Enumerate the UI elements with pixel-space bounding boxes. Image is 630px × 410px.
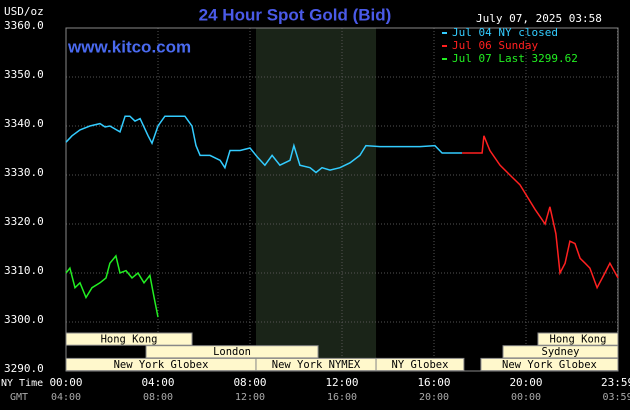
y-tick-label: 3320.0	[4, 215, 44, 228]
session-label: London	[213, 346, 251, 358]
x-secondary-label: 04:00	[51, 392, 81, 403]
session-box	[537, 332, 619, 346]
y-tick-label: 3310.0	[4, 264, 44, 277]
legend-label: Jul 04 NY closed	[452, 26, 558, 39]
y-unit: USD/oz	[4, 5, 44, 18]
x-tick-label: 16:00	[417, 376, 450, 389]
watermark: www.kitco.com	[67, 37, 191, 56]
session-label: New York Globex	[114, 359, 209, 371]
y-tick-label: 3350.0	[4, 68, 44, 81]
timestamp: July 07, 2025 03:58	[476, 12, 602, 25]
series-line	[65, 115, 463, 174]
session-label: Hong Kong	[550, 334, 607, 346]
session-label: Sydney	[542, 346, 580, 358]
y-tick-label: 3340.0	[4, 117, 44, 130]
x-secondary-label: 08:00	[143, 392, 173, 403]
x-secondary-label: 16:00	[327, 392, 357, 403]
x-tick-label: 00:00	[49, 376, 82, 389]
x-secondary-label: 20:00	[419, 392, 449, 403]
series-line	[462, 135, 619, 290]
session-label: NY Globex	[392, 359, 449, 371]
x-secondary-label: 12:00	[235, 392, 265, 403]
x-secondary-label: 03:59	[602, 392, 630, 403]
y-tick-label: 3290.0	[4, 362, 44, 375]
legend-label: Jul 07 Last 3299.62	[452, 52, 578, 65]
x-axis-label: NY Time	[1, 378, 43, 389]
x-tick-label: 23:59	[601, 376, 630, 389]
series-line	[65, 254, 159, 318]
session-box	[480, 357, 619, 372]
session-label: New York NYMEX	[272, 359, 361, 371]
y-tick-label: 3360.0	[4, 19, 44, 32]
x-axis-label: GMT	[10, 392, 28, 403]
x-tick-label: 04:00	[141, 376, 174, 389]
x-tick-label: 08:00	[233, 376, 266, 389]
session-box	[65, 332, 193, 346]
session-label: New York Globex	[502, 359, 597, 371]
session-box	[375, 357, 465, 372]
y-tick-label: 3300.0	[4, 313, 44, 326]
legend-label: Jul 06 Sunday	[452, 39, 538, 52]
y-tick-label: 3330.0	[4, 166, 44, 179]
x-tick-label: 20:00	[509, 376, 542, 389]
plot-area	[65, 27, 619, 372]
x-secondary-label: 00:00	[511, 392, 541, 403]
chart-title: 24 Hour Spot Gold (Bid)	[199, 5, 392, 24]
session-shade	[255, 28, 377, 371]
x-tick-label: 12:00	[325, 376, 358, 389]
session-label: Hong Kong	[101, 334, 158, 346]
